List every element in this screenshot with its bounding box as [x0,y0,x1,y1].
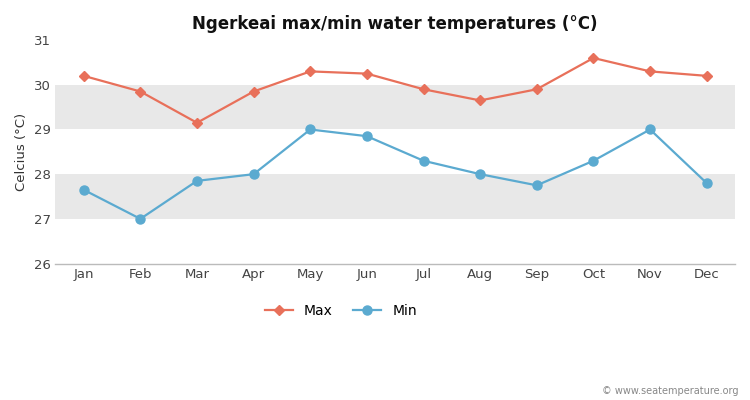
Y-axis label: Celcius (°C): Celcius (°C) [15,113,28,191]
Legend: Max, Min: Max, Min [260,298,422,324]
Bar [56,174,735,219]
Text: © www.seatemperature.org: © www.seatemperature.org [602,386,739,396]
Bar [56,40,735,85]
Bar [56,130,735,174]
Title: Ngerkeai max/min water temperatures (°C): Ngerkeai max/min water temperatures (°C) [193,15,598,33]
Bar [56,219,735,264]
Bar [56,85,735,130]
